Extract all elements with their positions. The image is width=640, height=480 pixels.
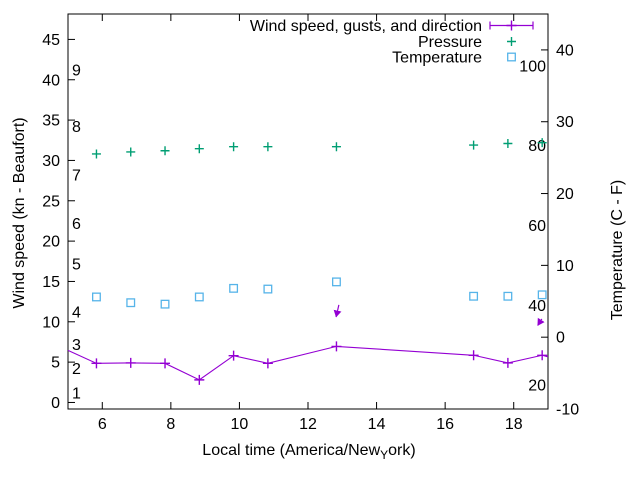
x-axis-label-prefix: Local time (America/New bbox=[202, 442, 380, 459]
plus-marker bbox=[91, 149, 101, 159]
legend-label-2: Pressure bbox=[418, 34, 482, 51]
plus-marker bbox=[229, 142, 239, 152]
legend-sample-square bbox=[507, 52, 516, 62]
beaufort-label: 8 bbox=[72, 119, 81, 136]
y-left-tick-label: 35 bbox=[42, 113, 60, 130]
fahrenheit-label: 60 bbox=[528, 218, 546, 235]
legend-label-3: Temperature bbox=[392, 50, 482, 67]
fahrenheit-label: 20 bbox=[528, 378, 546, 395]
y-left-tick-label: 0 bbox=[51, 395, 60, 412]
y-right-tick-label: -10 bbox=[556, 402, 579, 419]
plus-marker bbox=[125, 357, 136, 368]
square-marker bbox=[194, 292, 204, 302]
square-marker bbox=[537, 290, 547, 300]
series-temperature bbox=[92, 277, 547, 309]
plus-marker bbox=[469, 140, 479, 150]
plus-marker bbox=[331, 142, 341, 152]
plot-border bbox=[67, 13, 549, 410]
plus-marker bbox=[194, 144, 204, 154]
series-wind-speed bbox=[67, 341, 549, 385]
y-left-tick-label: 10 bbox=[42, 314, 60, 331]
plus-marker bbox=[160, 358, 171, 369]
square-marker bbox=[126, 298, 136, 308]
legend-label-1: Wind speed, gusts, and direction bbox=[250, 18, 482, 35]
y-left-tick-label: 40 bbox=[42, 72, 60, 89]
x-tick-label: 14 bbox=[368, 416, 386, 433]
beaufort-label: 9 bbox=[72, 63, 81, 80]
fahrenheit-label: 80 bbox=[528, 138, 546, 155]
x-tick-label: 18 bbox=[505, 416, 523, 433]
wind-direction-arrow bbox=[537, 317, 545, 326]
square-marker bbox=[332, 277, 341, 287]
x-tick-label: 12 bbox=[299, 416, 317, 433]
plus-marker bbox=[91, 358, 102, 369]
y-right-tick-label: 40 bbox=[556, 42, 574, 59]
plus-marker bbox=[506, 20, 517, 31]
square-marker bbox=[229, 283, 239, 293]
square-marker bbox=[263, 284, 273, 294]
square-marker bbox=[92, 292, 101, 302]
plus-marker bbox=[263, 142, 273, 152]
plus-marker bbox=[262, 358, 273, 369]
beaufort-label: 1 bbox=[72, 385, 81, 402]
x-axis-label-suffix: ork) bbox=[388, 442, 416, 459]
x-tick-label: 16 bbox=[436, 416, 454, 433]
square-marker bbox=[160, 299, 170, 309]
plus-marker bbox=[507, 37, 516, 46]
y-axis-left-label: Wind speed (kn - Beaufort) bbox=[11, 117, 28, 308]
y-right-tick-label: 20 bbox=[556, 186, 574, 203]
plus-marker bbox=[468, 350, 479, 361]
legend: Wind speed, gusts, and directionPressure… bbox=[250, 18, 534, 67]
beaufort-label: 3 bbox=[72, 337, 81, 354]
beaufort-label: 6 bbox=[72, 216, 81, 233]
plus-marker bbox=[331, 341, 342, 352]
plus-marker bbox=[537, 138, 547, 148]
plus-marker bbox=[194, 374, 205, 385]
plus-marker bbox=[503, 138, 513, 148]
y-axis-right-label: Temperature (C - F) bbox=[609, 180, 626, 320]
beaufort-label: 4 bbox=[72, 305, 81, 322]
beaufort-label: 5 bbox=[72, 256, 81, 273]
fahrenheit-label: 100 bbox=[519, 58, 546, 75]
y-left-tick-label: 5 bbox=[51, 355, 60, 372]
x-tick-label: 10 bbox=[231, 416, 249, 433]
y-left-tick-label: 15 bbox=[42, 274, 60, 291]
y-right-tick-label: 30 bbox=[556, 114, 574, 131]
plus-marker bbox=[502, 357, 513, 368]
plus-marker bbox=[228, 350, 239, 361]
wind-speed-line bbox=[67, 345, 549, 381]
square-marker bbox=[469, 291, 479, 301]
x-tick-label: 6 bbox=[98, 416, 107, 433]
plus-marker bbox=[537, 350, 548, 361]
y-left-tick-label: 20 bbox=[42, 234, 60, 251]
plus-marker bbox=[126, 147, 136, 157]
x-axis-label-subscript: Y bbox=[380, 448, 388, 462]
chart-generated-content: 6 8 10 12 14 16 18051015202530354045-100102030… bbox=[42, 13, 579, 433]
fahrenheit-label: 40 bbox=[528, 298, 546, 315]
y-left-tick-label: 30 bbox=[42, 153, 60, 170]
y-left-tick-label: 25 bbox=[42, 193, 60, 210]
x-axis-label: Local time (America/NewYork) bbox=[202, 442, 415, 462]
beaufort-label: 2 bbox=[72, 361, 81, 378]
x-tick-label: 8 bbox=[166, 416, 175, 433]
y-left-tick-label: 45 bbox=[42, 32, 60, 49]
square-marker bbox=[503, 291, 513, 301]
y-right-tick-label: 0 bbox=[556, 330, 565, 347]
beaufort-label: 7 bbox=[72, 168, 81, 185]
y-right-tick-label: 10 bbox=[556, 258, 574, 275]
wind-direction-arrow bbox=[333, 304, 342, 318]
wind-direction-arrows bbox=[333, 304, 545, 326]
series-pressure bbox=[91, 138, 547, 159]
plus-marker bbox=[160, 146, 170, 156]
